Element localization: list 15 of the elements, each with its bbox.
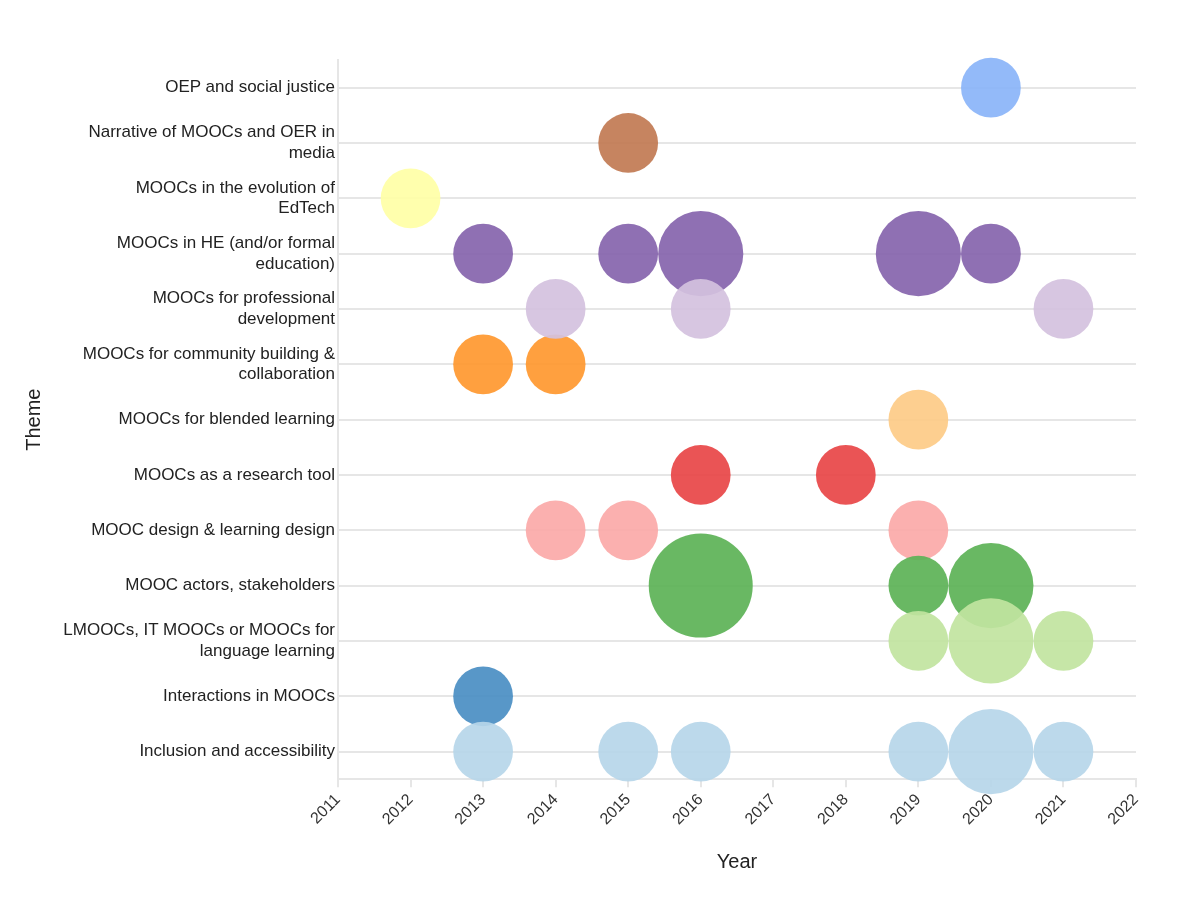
y-tick-label: MOOCs for blended learning: [118, 409, 336, 429]
y-axis-title: Theme: [21, 388, 44, 451]
y-tick-label: MOOCs in the evolution of EdTech: [135, 177, 336, 218]
x-axis-title: Year: [716, 849, 758, 872]
y-tick-label: LMOOCs, IT MOOCs or MOOCs for language learning: [63, 620, 336, 660]
y-tick-label: Inclusion and accessibility: [139, 741, 336, 761]
y-tick-label: MOOC actors, stakeholders: [125, 575, 336, 595]
y-tick-label: Interactions in MOOCs: [163, 685, 336, 705]
y-tick-label: MOOC design & learning design: [91, 519, 336, 539]
y-tick-label: MOOCs as a research tool: [133, 464, 336, 484]
y-tick-label: MOOCs for community building & collaboration: [82, 343, 336, 384]
y-tick-label: Narrative of MOOCs and OER in media: [88, 122, 336, 162]
y-tick-label: OEP and social justice: [165, 77, 336, 97]
y-tick-label: MOOCs in HE (and/or formal education): [116, 233, 336, 273]
y-tick-label: MOOCs for professional development: [152, 288, 336, 328]
